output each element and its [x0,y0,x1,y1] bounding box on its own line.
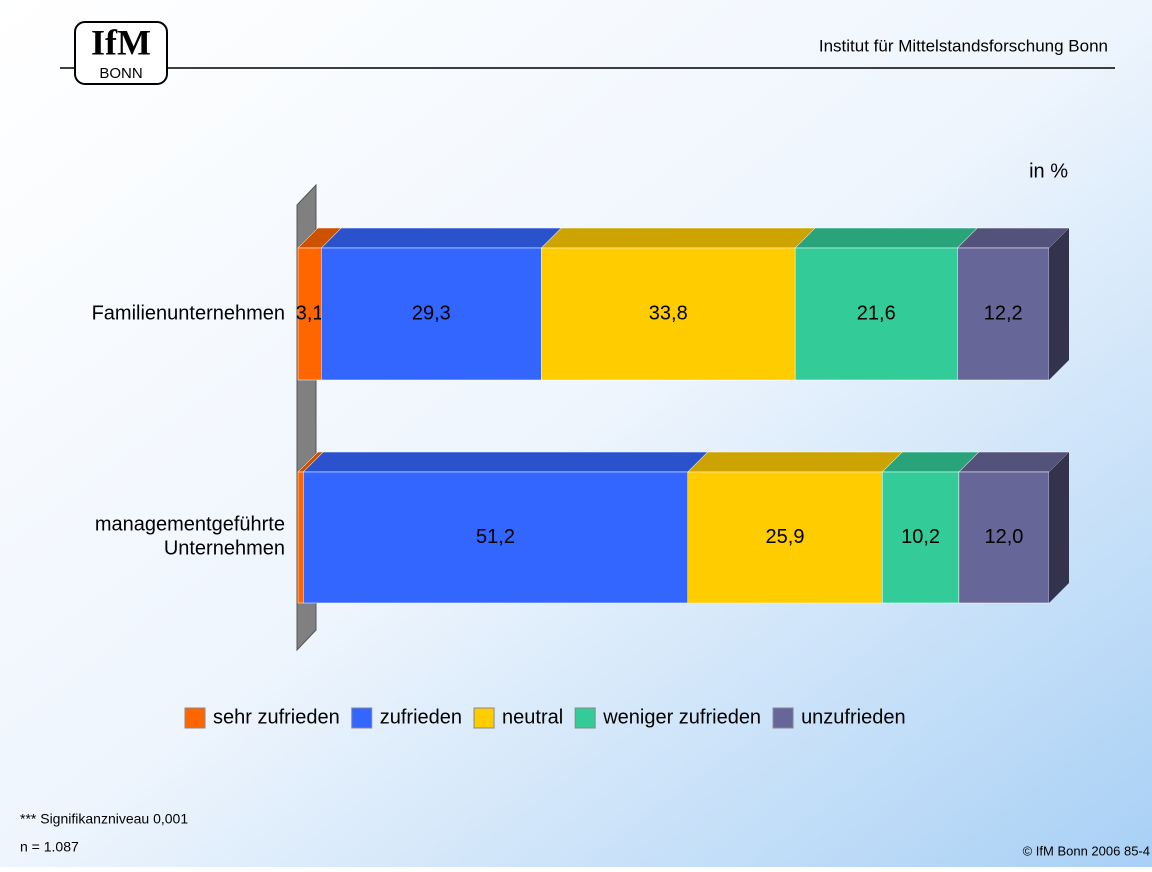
bar [957,247,1050,381]
bar-top [540,227,816,249]
data-label: 21,6 [857,302,896,324]
legend-swatch [574,707,596,729]
logo: IfM [91,22,151,62]
logo-box [74,21,168,85]
data-label: 10,2 [901,526,940,548]
copyright: © IfM Bonn 2006 85-4 [1023,843,1150,858]
legend-swatch [772,707,794,729]
category-label: Familienunternehmen [92,302,285,324]
bar-side [1049,228,1069,380]
bar-side [1049,452,1069,603]
data-label: 12,0 [984,526,1023,548]
legend-label: zufrieden [380,706,462,728]
note: *** Signifikanzniveau 0,001 [20,811,188,827]
bar [303,471,689,604]
bar-top [687,451,903,473]
logo-sub: BONN [99,65,142,82]
bar [882,471,960,604]
bar [794,247,958,381]
data-label: 51,2 [476,526,515,548]
data-label: 29,3 [412,302,451,324]
unit-label: in % [1029,160,1068,182]
bar [958,471,1050,604]
data-label: 12,2 [984,302,1023,324]
data-label: 3,1 [296,302,324,324]
bar [321,247,542,381]
bar-top [794,227,978,249]
legend-label: unzufrieden [801,706,906,728]
data-label: 33,8 [649,302,688,324]
legend-swatch [473,707,495,729]
bar [541,247,796,381]
legend-label: weniger zufrieden [602,706,761,728]
bar-top [320,227,562,249]
bar [297,471,304,604]
sample-size: n = 1.087 [20,839,79,855]
data-label: 25,9 [766,526,805,548]
category-label: managementgeführte Unternehmen [95,514,285,560]
institute: Institut für Mittelstandsforschung Bonn [819,36,1108,55]
legend-label: neutral [502,706,563,728]
legend-swatch [184,707,206,729]
legend-label: sehr zufrieden [213,706,340,728]
legend-swatch [351,707,373,729]
bar-top [302,451,709,473]
